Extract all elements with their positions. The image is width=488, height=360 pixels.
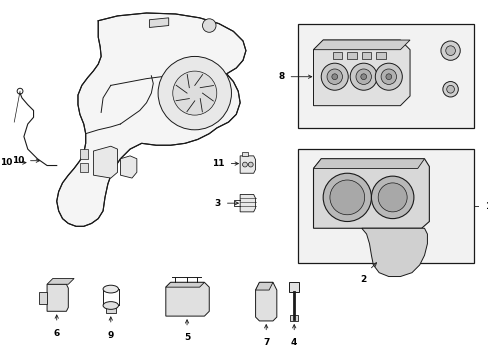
Polygon shape: [313, 40, 409, 50]
Polygon shape: [313, 159, 428, 228]
Circle shape: [445, 46, 454, 55]
Polygon shape: [346, 51, 356, 59]
Circle shape: [248, 162, 253, 167]
Circle shape: [440, 41, 459, 60]
Circle shape: [360, 74, 366, 80]
Circle shape: [446, 85, 453, 93]
Text: 6: 6: [54, 329, 60, 338]
Ellipse shape: [103, 285, 118, 293]
Text: 10: 10: [0, 158, 12, 167]
Text: 5: 5: [183, 333, 190, 342]
Polygon shape: [47, 279, 74, 284]
Polygon shape: [289, 282, 299, 292]
Text: 9: 9: [107, 330, 114, 339]
Polygon shape: [255, 282, 276, 321]
Polygon shape: [361, 228, 427, 276]
Polygon shape: [39, 292, 47, 303]
Text: 1: 1: [485, 202, 488, 211]
Polygon shape: [120, 156, 137, 178]
Text: 10: 10: [12, 156, 24, 165]
Circle shape: [323, 173, 371, 221]
Polygon shape: [313, 40, 409, 106]
Circle shape: [380, 69, 396, 85]
Polygon shape: [240, 156, 255, 173]
Polygon shape: [242, 152, 247, 156]
Text: 8: 8: [278, 72, 284, 81]
Polygon shape: [375, 51, 385, 59]
Polygon shape: [313, 159, 424, 168]
Polygon shape: [93, 146, 117, 178]
Polygon shape: [240, 194, 255, 212]
Text: 11: 11: [212, 159, 224, 168]
Ellipse shape: [103, 302, 118, 309]
Text: 3: 3: [214, 199, 221, 208]
Polygon shape: [106, 306, 115, 313]
Circle shape: [442, 81, 457, 97]
Polygon shape: [165, 282, 204, 287]
Polygon shape: [149, 18, 168, 27]
Circle shape: [158, 57, 231, 130]
Polygon shape: [290, 315, 298, 321]
Circle shape: [321, 63, 347, 90]
Text: 2: 2: [360, 275, 366, 284]
Circle shape: [349, 63, 376, 90]
Circle shape: [202, 19, 216, 32]
Circle shape: [371, 176, 413, 219]
Polygon shape: [361, 51, 371, 59]
Polygon shape: [80, 149, 87, 159]
Circle shape: [385, 74, 391, 80]
Circle shape: [331, 74, 337, 80]
Circle shape: [329, 180, 364, 215]
Polygon shape: [165, 282, 209, 316]
Polygon shape: [80, 163, 87, 172]
Circle shape: [326, 69, 342, 85]
Polygon shape: [47, 284, 68, 311]
Circle shape: [172, 71, 216, 115]
Polygon shape: [298, 149, 473, 263]
Text: 4: 4: [290, 338, 297, 347]
Polygon shape: [298, 24, 473, 128]
Circle shape: [374, 63, 402, 90]
Circle shape: [355, 69, 371, 85]
Text: 7: 7: [263, 338, 269, 347]
Polygon shape: [255, 282, 272, 290]
Circle shape: [242, 162, 247, 167]
Circle shape: [377, 183, 407, 212]
Polygon shape: [57, 13, 245, 226]
Polygon shape: [332, 51, 342, 59]
